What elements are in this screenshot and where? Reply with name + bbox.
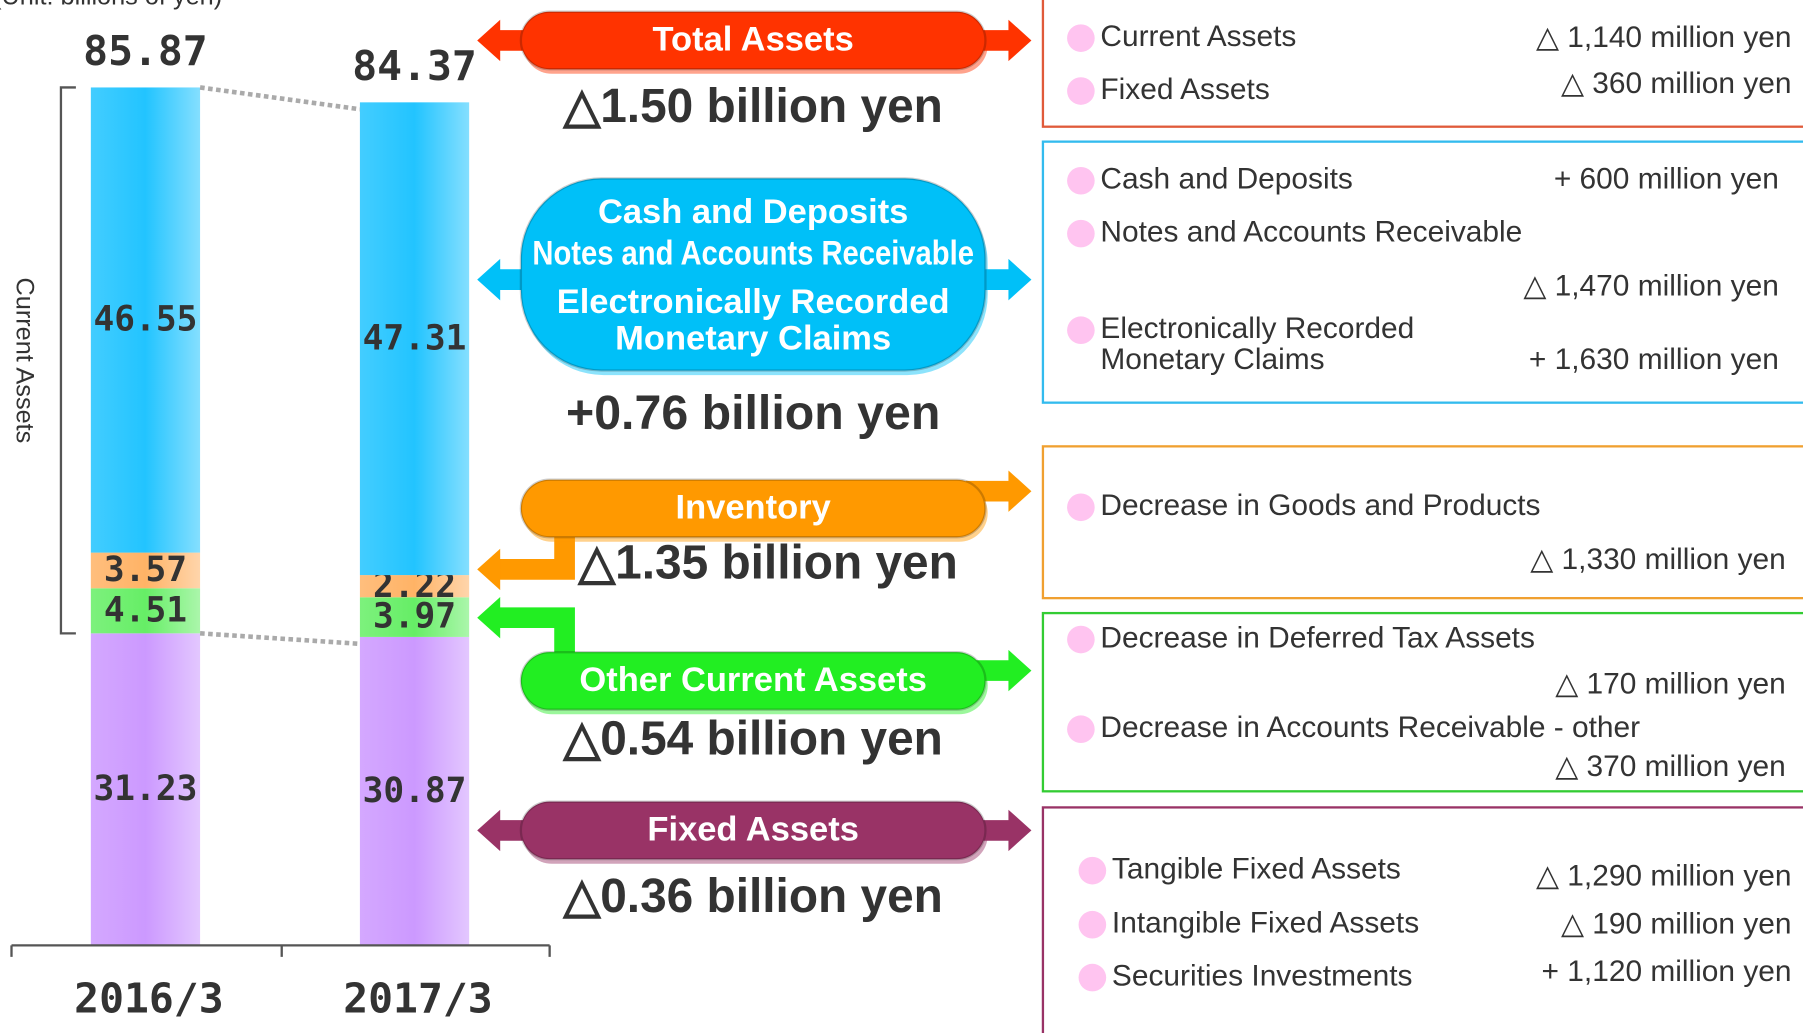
value-label: 3.57 (104, 550, 187, 590)
detail-panel (1041, 445, 1803, 600)
bullet (1067, 219, 1095, 248)
detail-label: Notes and Accounts Receivable (1100, 216, 1522, 249)
pill-title: Fixed Assets (647, 811, 858, 849)
change-label: △0.36 billion yen (561, 869, 942, 923)
detail-label: Fixed Assets (1100, 73, 1269, 106)
bar-segment (359, 102, 470, 576)
detail-value: + 1,630 million yen (1529, 343, 1779, 376)
detail-value: △ 1,330 million yen (1530, 543, 1785, 576)
value-label: 4.51 (104, 590, 187, 630)
detail-value: △ 360 million yen (1561, 67, 1792, 100)
detail-value: △ 170 million yen (1555, 667, 1786, 700)
detail-value: + 600 million yen (1554, 163, 1779, 196)
bar-segment (90, 87, 201, 553)
bullet (1067, 166, 1095, 195)
bullet (1067, 493, 1095, 522)
pill (519, 10, 987, 71)
detail-panel (1041, 140, 1803, 404)
connector (199, 631, 361, 647)
total-label: 85.87 (83, 27, 208, 75)
detail-value: △ 370 million yen (1555, 750, 1786, 783)
bullet (1067, 77, 1095, 105)
bullet (1067, 316, 1095, 345)
bar-segment (359, 575, 470, 598)
arrow (477, 548, 501, 591)
detail-value: △ 1,140 million yen (1536, 21, 1791, 54)
bullet (1067, 24, 1095, 52)
detail-label: Decrease in Deferred Tax Assets (1100, 621, 1535, 654)
detail-panel (1041, 0, 1803, 128)
bar-segment (359, 636, 470, 946)
bullet (1078, 856, 1107, 885)
unit-label: (Unit: billions of yen) (0, 0, 222, 11)
total-label: 84.37 (352, 42, 477, 90)
pill (519, 478, 987, 539)
arrow (477, 596, 501, 639)
pill-title: Electronically Recorded (557, 283, 950, 321)
pill-title: Other Current Assets (579, 661, 927, 699)
pill-title: Inventory (676, 489, 831, 527)
pill-title: Notes and Accounts Receivable (532, 235, 974, 273)
value-label: 31.23 (94, 769, 198, 809)
detail-label: Intangible Fixed Assets (1112, 907, 1419, 940)
pill (519, 800, 987, 861)
change-label: △1.50 billion yen (561, 79, 942, 133)
bracket-label: Current Assets (10, 277, 38, 443)
arrow (494, 531, 575, 580)
detail-label: Tangible Fixed Assets (1112, 853, 1401, 886)
bracket (59, 86, 76, 635)
pill-title: Total Assets (653, 21, 854, 59)
value-label: 46.55 (94, 300, 198, 340)
detail-label: Decrease in Accounts Receivable - other (1100, 711, 1640, 744)
value-label: 47.31 (363, 318, 467, 358)
bullet (1078, 910, 1107, 939)
detail-panel (1041, 806, 1803, 1033)
bullet (1067, 625, 1095, 654)
detail-label: Current Assets (1100, 20, 1296, 53)
detail-panel (1041, 611, 1803, 793)
detail-value: + 1,120 million yen (1542, 955, 1792, 988)
pill (519, 177, 987, 372)
pill-title: Cash and Deposits (598, 193, 908, 231)
detail-label: Decrease in Goods and Products (1100, 489, 1540, 522)
x-axis (10, 944, 551, 957)
bar-segment (90, 588, 201, 634)
x-tick-label: 2016/3 (74, 975, 223, 1023)
detail-label: Securities Investments (1112, 959, 1413, 992)
change-label: △0.54 billion yen (561, 712, 942, 766)
pill-title: Monetary Claims (615, 320, 891, 358)
detail-label: Cash and Deposits (1100, 163, 1352, 196)
pill (519, 651, 987, 711)
value-label: 30.87 (363, 771, 467, 811)
detail-label: Monetary Claims (1100, 343, 1324, 376)
bar-segment (90, 633, 201, 946)
bar-segment (90, 552, 201, 589)
connector (199, 85, 361, 112)
detail-value: △ 190 million yen (1561, 908, 1792, 941)
detail-value: △ 1,290 million yen (1536, 859, 1791, 892)
bar-segment (359, 597, 470, 637)
value-label: 3.97 (373, 597, 456, 637)
x-tick-label: 2017/3 (343, 975, 492, 1023)
arrow (494, 607, 575, 658)
bullet (1078, 963, 1107, 992)
detail-label: Electronically Recorded (1100, 312, 1414, 345)
bullet (1067, 715, 1095, 744)
change-label: △1.35 billion yen (576, 536, 957, 590)
change-label: +0.76 billion yen (566, 386, 940, 440)
detail-value: △ 1,470 million yen (1523, 270, 1778, 303)
